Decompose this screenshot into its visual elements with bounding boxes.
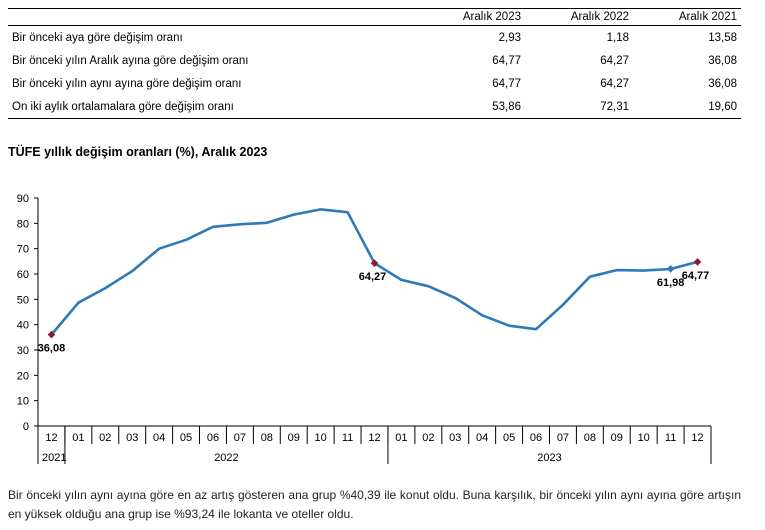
row-label: On iki aylık ortalamalara göre değişim o…: [8, 95, 417, 119]
data-point-marker: [666, 265, 675, 273]
x-tick-label: 05: [503, 432, 515, 444]
table-header-cell: Aralık 2022: [525, 8, 633, 26]
table-row: On iki aylık ortalamalara göre değişim o…: [8, 95, 741, 119]
data-label: 61,98: [657, 277, 685, 289]
y-tick-label: 0: [23, 421, 29, 433]
x-tick-label: 05: [180, 432, 192, 444]
y-tick-label: 80: [17, 218, 29, 230]
table-cell: 36,08: [708, 54, 737, 67]
x-tick-label: 04: [153, 432, 165, 444]
table-cell: 72,31: [525, 95, 633, 119]
x-tick-label: 12: [45, 432, 57, 444]
y-tick-label: 50: [17, 294, 29, 306]
table-header-row: Aralık 2023 Aralık 2022 Aralık 2021: [8, 8, 741, 26]
x-tick-label: 09: [288, 432, 300, 444]
x-tick-label: 12: [691, 432, 703, 444]
x-tick-label: 02: [422, 432, 434, 444]
table-cell: 64,77: [492, 77, 521, 90]
x-tick-label: 02: [99, 432, 111, 444]
data-label: 64,77: [682, 270, 710, 282]
row-label: Bir önceki yılın aynı ayına göre değişim…: [12, 77, 242, 90]
note-text: Bir önceki yılın aynı ayına göre en az a…: [8, 488, 741, 521]
table-cell: 2,93: [498, 31, 521, 44]
table-cell: 64,27: [600, 77, 629, 90]
y-tick-label: 20: [17, 370, 29, 382]
x-tick-label: 10: [315, 432, 327, 444]
table-row: Bir önceki yılın aynı ayına göre değişim…: [8, 72, 741, 95]
table-header-cell: [8, 8, 417, 26]
summary-table: Aralık 2023 Aralık 2022 Aralık 2021 Bir …: [8, 8, 741, 119]
x-tick-label: 03: [126, 432, 138, 444]
chart-title: TÜFE yıllık değişim oranları (%), Aralık…: [8, 145, 268, 159]
table-cell: 13,58: [708, 31, 737, 44]
x-tick-label: 10: [638, 432, 650, 444]
y-tick-label: 60: [17, 269, 29, 281]
y-tick-label: 10: [17, 396, 29, 408]
y-tick-label: 90: [17, 193, 29, 205]
x-tick-label: 11: [342, 432, 353, 444]
x-tick-label: 01: [395, 432, 407, 444]
table-row: Bir önceki aya göre değişim oranı 2,93 1…: [8, 26, 741, 50]
x-tick-label: 09: [611, 432, 623, 444]
x-tick-label: 08: [261, 432, 273, 444]
y-tick-label: 40: [17, 320, 29, 332]
table-header-cell: Aralık 2021: [633, 8, 741, 26]
year-label: 2023: [537, 452, 561, 464]
year-label: 2022: [214, 452, 238, 464]
table-row: Bir önceki yılın Aralık ayına göre değiş…: [8, 49, 741, 72]
data-label: 36,08: [38, 343, 66, 355]
year-label: 2021: [42, 452, 66, 464]
data-point-marker: [693, 258, 702, 266]
x-tick-label: 06: [530, 432, 542, 444]
data-point-marker: [47, 330, 56, 339]
x-tick-label: 07: [234, 432, 246, 444]
table-cell: 1,18: [606, 31, 629, 44]
table-header-cell: Aralık 2023: [417, 8, 525, 26]
x-tick-label: 04: [476, 432, 488, 444]
y-tick-label: 30: [17, 345, 29, 357]
x-tick-label: 06: [207, 432, 219, 444]
x-tick-label: 03: [449, 432, 461, 444]
x-tick-label: 12: [368, 432, 380, 444]
x-tick-label: 08: [584, 432, 596, 444]
x-tick-label: 11: [665, 432, 676, 444]
row-label: Bir önceki aya göre değişim oranı: [12, 31, 183, 44]
y-tick-label: 70: [17, 244, 29, 256]
row-label: Bir önceki yılın Aralık ayına göre değiş…: [12, 54, 249, 67]
table-cell: 64,27: [600, 54, 629, 67]
table-cell: 64,77: [492, 54, 521, 67]
data-label: 64,27: [359, 271, 387, 283]
x-tick-label: 01: [72, 432, 84, 444]
table-cell: 36,08: [708, 77, 737, 90]
table-cell: 53,86: [417, 95, 525, 119]
table-cell: 19,60: [633, 95, 741, 119]
x-tick-label: 07: [557, 432, 569, 444]
